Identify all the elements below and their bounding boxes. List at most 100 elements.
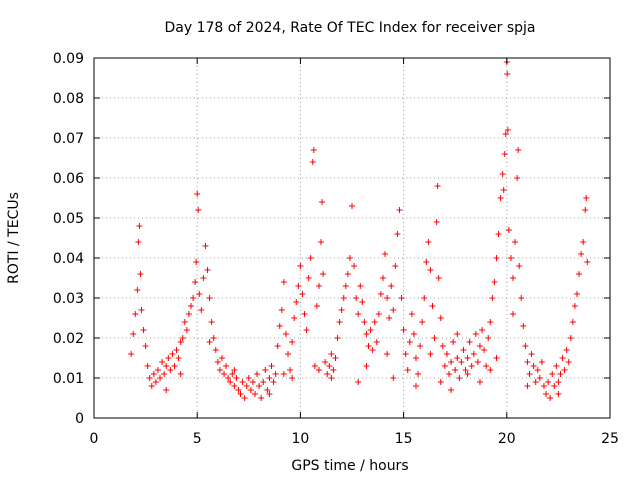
data-point <box>392 263 399 269</box>
y-tick-label: 0.08 <box>53 91 84 107</box>
data-point <box>150 371 157 377</box>
y-tick-label: 0.03 <box>53 291 84 307</box>
data-point <box>425 239 432 245</box>
data-point <box>177 371 184 377</box>
data-point <box>237 391 244 397</box>
data-point <box>460 347 467 353</box>
data-point <box>355 379 362 385</box>
data-point <box>427 351 434 357</box>
data-point <box>576 271 583 277</box>
data-point <box>185 311 192 317</box>
data-point <box>216 367 223 373</box>
data-point <box>540 383 547 389</box>
data-point <box>342 283 349 289</box>
data-point <box>515 147 522 153</box>
data-point <box>446 371 453 377</box>
data-point <box>423 259 430 265</box>
data-point <box>167 367 174 373</box>
data-point <box>474 359 481 365</box>
data-point <box>282 331 289 337</box>
data-point <box>404 367 411 373</box>
data-point <box>454 331 461 337</box>
data-point <box>206 339 213 345</box>
data-point <box>468 363 475 369</box>
data-point <box>388 283 395 289</box>
data-point <box>448 387 455 393</box>
data-point <box>500 187 507 193</box>
data-point <box>435 275 442 281</box>
data-point <box>450 339 457 345</box>
data-point <box>249 379 256 385</box>
data-point <box>289 375 296 381</box>
y-axis-label: ROTI / TECUs <box>6 192 22 284</box>
data-point <box>382 251 389 257</box>
data-point <box>429 303 436 309</box>
data-point <box>555 379 562 385</box>
data-point <box>276 323 283 329</box>
data-point <box>557 371 564 377</box>
y-tick-label: 0.06 <box>53 171 84 187</box>
data-point <box>210 335 217 341</box>
data-point <box>171 363 178 369</box>
data-point <box>384 295 391 301</box>
data-point <box>262 367 269 373</box>
data-point <box>538 359 545 365</box>
data-point <box>270 379 277 385</box>
data-point <box>188 303 195 309</box>
data-point <box>456 375 463 381</box>
data-point <box>502 131 509 137</box>
data-point <box>159 359 166 365</box>
data-point <box>509 311 516 317</box>
data-point <box>163 387 170 393</box>
data-point <box>504 127 511 133</box>
data-point <box>487 367 494 373</box>
data-point <box>326 363 333 369</box>
data-point <box>192 279 199 285</box>
data-point <box>336 319 343 325</box>
data-point <box>464 355 471 361</box>
plot-frame <box>93 57 611 419</box>
data-point <box>555 391 562 397</box>
data-point <box>578 251 585 257</box>
x-tick-label: 25 <box>601 431 619 447</box>
data-point <box>481 347 488 353</box>
data-point <box>303 327 310 333</box>
data-point <box>526 371 533 377</box>
data-point <box>241 395 248 401</box>
data-point <box>324 371 331 377</box>
data-point <box>491 279 498 285</box>
data-point <box>297 263 304 269</box>
data-point <box>543 391 550 397</box>
data-point <box>559 355 566 361</box>
data-point <box>530 363 537 369</box>
data-point <box>553 363 560 369</box>
data-point <box>287 367 294 373</box>
data-point <box>144 363 151 369</box>
data-point <box>549 371 556 377</box>
data-point <box>163 363 170 369</box>
y-tick-label: 0.02 <box>53 331 84 347</box>
data-point <box>448 359 455 365</box>
data-point <box>532 379 539 385</box>
data-point <box>256 383 263 389</box>
data-point <box>452 367 459 373</box>
data-point <box>520 323 527 329</box>
data-point <box>369 347 376 353</box>
data-point <box>309 159 316 165</box>
data-point <box>497 195 504 201</box>
data-point <box>485 335 492 341</box>
data-point <box>307 255 314 261</box>
data-point <box>565 359 572 365</box>
data-point <box>334 335 341 341</box>
data-point <box>146 375 153 381</box>
x-tick-label: 5 <box>193 431 202 447</box>
data-point <box>310 147 317 153</box>
data-point <box>441 363 448 369</box>
data-point <box>545 379 552 385</box>
data-point <box>437 315 444 321</box>
data-point <box>280 279 287 285</box>
data-point <box>299 291 306 297</box>
y-tick-label: 0.09 <box>53 51 84 67</box>
data-point <box>214 359 221 365</box>
data-point <box>130 331 137 337</box>
